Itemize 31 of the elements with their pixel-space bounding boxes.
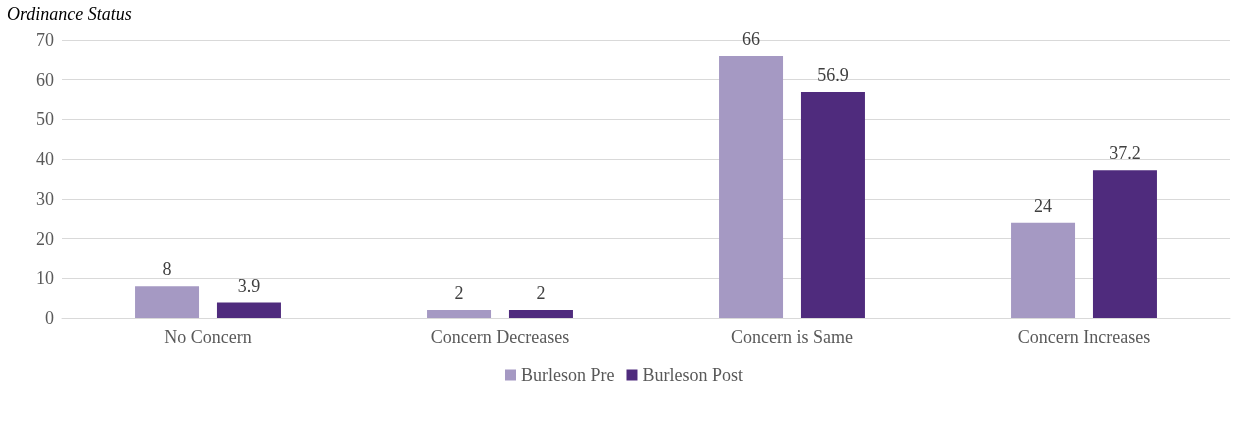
- x-tick-label: Concern is Same: [731, 327, 853, 347]
- x-tick-label: Concern Increases: [1017, 327, 1151, 347]
- y-tick-label: 20: [36, 228, 54, 249]
- bar: [216, 302, 281, 318]
- legend-label: Burleson Post: [642, 365, 743, 385]
- bar: [135, 286, 200, 318]
- bar: [800, 92, 865, 318]
- data-label: 3.9: [237, 275, 261, 296]
- data-label: 66: [742, 28, 761, 49]
- bar: [1011, 222, 1076, 318]
- bar: [719, 55, 784, 318]
- y-tick-label: 40: [36, 149, 54, 170]
- y-tick-label: 30: [36, 188, 54, 209]
- x-tick-label: No Concern: [164, 327, 252, 347]
- data-label: 24: [1034, 195, 1053, 216]
- data-label: 8: [162, 259, 172, 280]
- y-tick-label: 70: [36, 30, 54, 50]
- data-label: 2: [536, 283, 546, 304]
- y-tick-label: 10: [36, 268, 54, 289]
- bar: [508, 310, 573, 318]
- y-tick-label: 60: [36, 69, 54, 90]
- bar: [427, 310, 492, 318]
- data-label: 37.2: [1109, 143, 1141, 164]
- y-tick-label: 50: [36, 109, 54, 130]
- bar: [1092, 170, 1157, 318]
- y-tick-label: 0: [45, 308, 54, 328]
- data-label: 56.9: [817, 65, 849, 86]
- legend-label: Burleson Pre: [521, 365, 615, 385]
- chart-title: Ordinance Status: [7, 4, 132, 24]
- x-tick-label: Concern Decreases: [430, 327, 570, 347]
- data-label: 2: [454, 283, 464, 304]
